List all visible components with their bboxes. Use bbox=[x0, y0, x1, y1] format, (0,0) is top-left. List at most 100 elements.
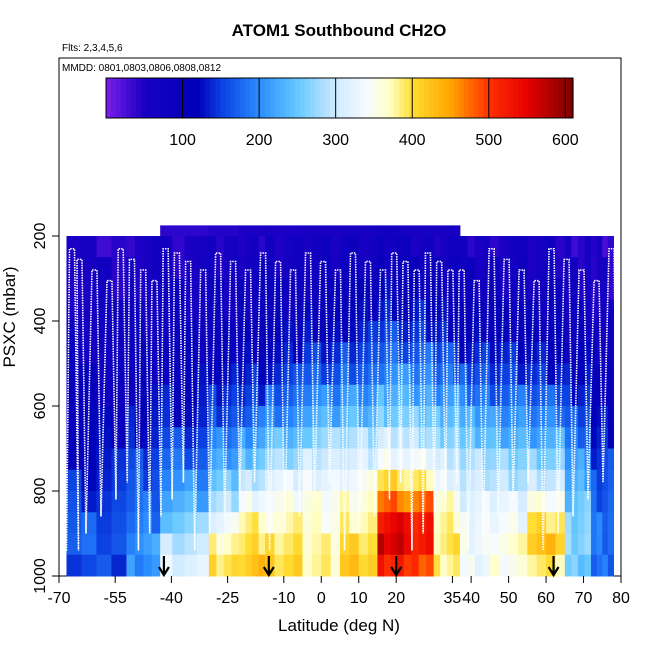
heatmap-cell bbox=[265, 491, 275, 513]
heatmap-cell bbox=[577, 533, 585, 556]
heatmap-cell bbox=[584, 406, 592, 428]
heatmap-cell bbox=[258, 554, 266, 577]
heatmap-cell bbox=[196, 491, 210, 513]
heatmap-cell bbox=[499, 512, 510, 534]
heatmap-cell bbox=[584, 469, 592, 492]
heatmap-cell bbox=[591, 406, 598, 428]
x-tick-label: -10 bbox=[272, 590, 295, 607]
heatmap-cell bbox=[459, 491, 468, 513]
flights-subtitle: Flts: 2,3,4,5,6 bbox=[62, 43, 123, 54]
heatmap-cell bbox=[426, 384, 435, 407]
heatmap-cell bbox=[151, 384, 161, 407]
heatmap-cell bbox=[293, 257, 304, 279]
heatmap-cell bbox=[231, 448, 240, 471]
colorbar-segment bbox=[389, 78, 395, 118]
heatmap-cell bbox=[584, 363, 592, 386]
heatmap-cell bbox=[508, 342, 519, 364]
heatmap-cell bbox=[607, 491, 615, 513]
x-tick-label: 60 bbox=[537, 590, 555, 607]
heatmap-cell bbox=[527, 491, 538, 513]
heatmap-cell bbox=[223, 321, 232, 343]
heatmap-cell bbox=[555, 554, 566, 577]
heatmap-cell bbox=[302, 225, 341, 237]
heatmap-cell bbox=[126, 406, 136, 428]
heatmap-cell bbox=[231, 257, 240, 279]
colorbar-segment bbox=[528, 78, 534, 118]
heatmap-cell bbox=[251, 448, 260, 471]
heatmap-cell bbox=[584, 236, 592, 258]
colorbar-tick-label: 400 bbox=[399, 132, 426, 149]
heatmap-cell bbox=[440, 448, 448, 471]
y-axis: 200 400 600 800 1000 bbox=[32, 223, 59, 594]
colorbar-segment bbox=[399, 78, 405, 118]
x-tick-label: -55 bbox=[104, 590, 127, 607]
heatmap-cell bbox=[571, 491, 579, 513]
heatmap-cell bbox=[508, 321, 519, 343]
heatmap-cell bbox=[390, 342, 398, 364]
heatmap-cell bbox=[245, 363, 253, 386]
heatmap-cell bbox=[546, 384, 556, 407]
colorbar-tick-label: 100 bbox=[169, 132, 196, 149]
heatmap-cell bbox=[358, 533, 369, 556]
heatmap-cell bbox=[293, 469, 304, 492]
flight-tracks bbox=[65, 247, 619, 551]
heatmap-cell bbox=[349, 278, 360, 301]
heatmap-cell bbox=[440, 533, 448, 556]
heatmap-cell bbox=[446, 554, 454, 577]
heatmap-cell bbox=[151, 554, 161, 577]
colorbar-segment bbox=[240, 78, 246, 118]
colorbar-segment bbox=[294, 78, 301, 118]
heatmap-cell bbox=[446, 342, 454, 364]
heatmap-cell bbox=[555, 299, 566, 322]
heatmap-cell bbox=[607, 512, 615, 534]
heatmap-cell bbox=[251, 342, 260, 364]
heatmap-cell bbox=[172, 321, 186, 343]
heatmap-cell bbox=[111, 299, 127, 322]
heatmap-cell bbox=[160, 236, 173, 258]
heatmap-cell bbox=[134, 321, 144, 343]
heatmap-cell bbox=[426, 469, 435, 492]
heatmap-cell bbox=[196, 257, 210, 279]
heatmap-cell bbox=[216, 363, 225, 386]
heatmap-cell bbox=[111, 342, 127, 364]
heatmap-cell bbox=[591, 448, 598, 471]
heatmap-cell bbox=[453, 342, 461, 364]
heatmap-cell bbox=[265, 342, 275, 364]
heatmap-cell bbox=[403, 533, 412, 556]
heatmap-cell bbox=[377, 299, 385, 322]
heatmap-cell bbox=[321, 554, 332, 577]
heatmap-cell bbox=[527, 533, 538, 556]
heatmap-cell bbox=[293, 299, 304, 322]
heatmap-cell bbox=[340, 406, 350, 428]
heatmap-cell bbox=[238, 278, 246, 301]
heatmap-cell bbox=[223, 448, 232, 471]
heatmap-cell bbox=[596, 512, 603, 534]
heatmap-cell bbox=[591, 554, 598, 577]
heatmap-cell bbox=[151, 491, 161, 513]
heatmap-cell bbox=[321, 491, 332, 513]
heatmap-cell bbox=[577, 321, 585, 343]
colorbar-segment bbox=[185, 78, 192, 118]
colorbar-segment bbox=[155, 78, 162, 118]
heatmap-cell bbox=[571, 342, 579, 364]
heatmap-cell bbox=[446, 406, 454, 428]
heatmap-cell bbox=[390, 363, 398, 386]
heatmap-cell bbox=[231, 363, 240, 386]
heatmap-cells bbox=[66, 225, 615, 577]
heatmap-cell bbox=[274, 363, 285, 386]
heatmap-cell bbox=[482, 299, 491, 322]
heatmap-cell bbox=[208, 236, 217, 258]
heatmap-cell bbox=[418, 554, 427, 577]
heatmap-cell bbox=[172, 384, 186, 407]
heatmap-cell bbox=[499, 257, 510, 279]
heatmap-cell bbox=[265, 299, 275, 322]
heatmap-cell bbox=[453, 278, 461, 301]
heatmap-cell bbox=[411, 469, 420, 492]
heatmap-cell bbox=[384, 427, 392, 449]
heatmap-cell bbox=[390, 321, 398, 343]
heatmap-cell bbox=[283, 278, 294, 301]
heatmap-cell bbox=[517, 533, 528, 556]
heatmap-cell bbox=[368, 469, 378, 492]
heatmap-cell bbox=[274, 554, 285, 577]
heatmap-cell bbox=[223, 533, 232, 556]
